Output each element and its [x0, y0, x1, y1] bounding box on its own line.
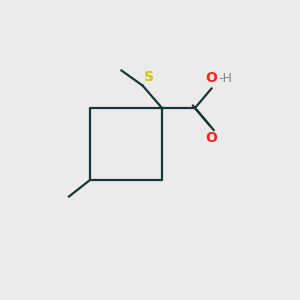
Text: O: O — [206, 71, 218, 85]
Text: S: S — [144, 70, 154, 84]
Text: -H: -H — [218, 72, 232, 85]
Text: O: O — [206, 131, 218, 145]
